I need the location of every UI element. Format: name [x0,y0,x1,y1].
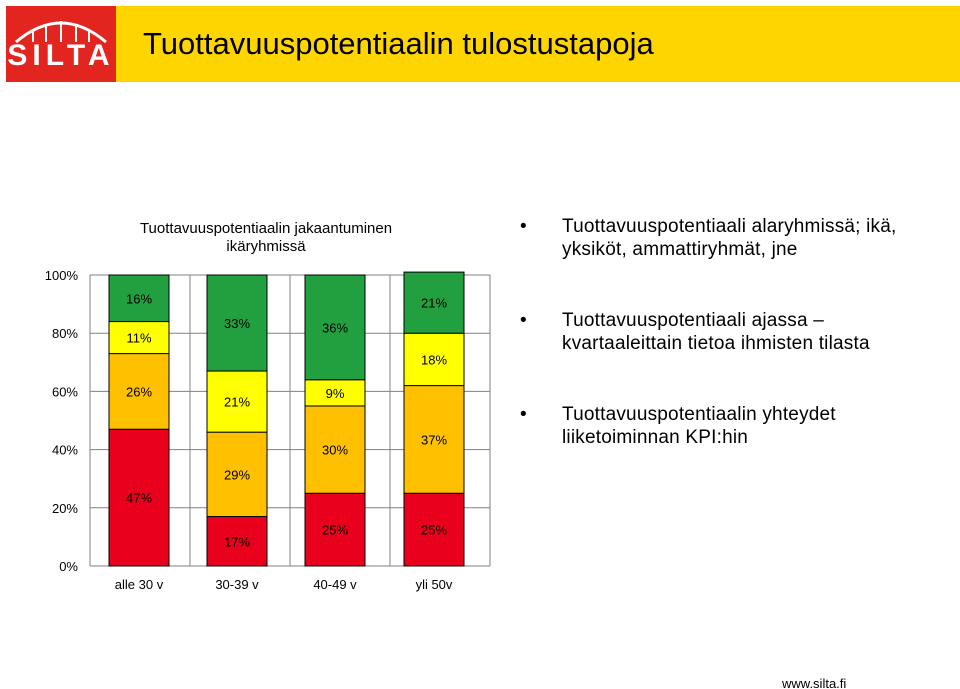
bar-segment [206,370,268,433]
data-label: 47% [126,491,152,506]
page-title: Tuottavuuspotentiaalin tulostustapoja [143,26,654,61]
data-label: 36% [322,320,348,335]
y-tick-label: 100% [45,268,79,283]
data-label: 25% [421,523,447,538]
logo-text: SILTA [7,39,115,72]
bar-segment [108,353,170,430]
x-tick-label: 30-39 v [215,577,259,592]
bullet-text: Tuottavuuspotentiaali ajassa – kvartaale… [562,310,870,354]
data-label: 11% [126,331,151,346]
bar-segment [403,385,465,494]
y-tick-label: 60% [52,384,78,399]
data-label: 30% [322,443,348,458]
bullet-dot: • [520,404,527,425]
data-label: 9% [326,386,345,401]
y-tick-label: 20% [52,501,78,516]
bar-segment [108,321,170,355]
bullet-item: • Tuottavuuspotentiaali alaryhmissä; ikä… [520,215,940,261]
data-label: 25% [322,523,348,538]
bar-segment [403,492,465,567]
age-group-chart: Tuottavuuspotentiaalin jakaantuminen ikä… [45,220,491,592]
bullet-dot: • [520,216,527,237]
bar-segment [206,274,268,372]
chart-title-line-1: Tuottavuuspotentiaalin jakaantuminen [140,220,392,237]
y-tick-label: 40% [52,443,78,458]
bar-segment [304,274,366,381]
bar-segment [206,516,268,567]
bar-segment [304,379,366,407]
data-label: 16% [126,291,152,306]
data-label: 21% [224,395,250,410]
y-tick-label: 80% [52,326,78,341]
bar-segment [108,428,170,567]
y-tick-label: 0% [59,559,78,574]
bar-segment [108,274,170,323]
chart-title-line-2: ikäryhmissä [226,238,306,255]
bullet-item: • Tuottavuuspotentiaali ajassa – kvartaa… [520,309,940,355]
silta-logo: SILTA [6,6,116,82]
data-label: 21% [421,296,447,311]
bullet-item: • Tuottavuuspotentiaalin yhteydet liiket… [520,403,940,449]
data-label: 18% [421,352,447,367]
bar-segment [206,431,268,518]
data-label: 37% [421,432,447,447]
data-label: 29% [224,467,250,482]
bar-segment [304,492,366,567]
bridge-icon [15,21,107,44]
header-bar [6,6,960,82]
data-label: 17% [224,534,250,549]
bullet-dot: • [520,310,527,331]
data-label: 33% [224,316,250,331]
footer-url: www.silta.fi [782,676,847,689]
data-label: 26% [126,384,152,399]
x-tick-label: yli 50v [416,577,453,592]
x-tick-label: 40-49 v [313,577,357,592]
bullet-text: Tuottavuuspotentiaalin yhteydet liiketoi… [562,404,836,448]
bar-segment [403,271,465,334]
bar-segment [304,405,366,494]
bullet-text: Tuottavuuspotentiaali alaryhmissä; ikä, … [562,216,897,260]
x-tick-label: alle 30 v [115,577,164,592]
